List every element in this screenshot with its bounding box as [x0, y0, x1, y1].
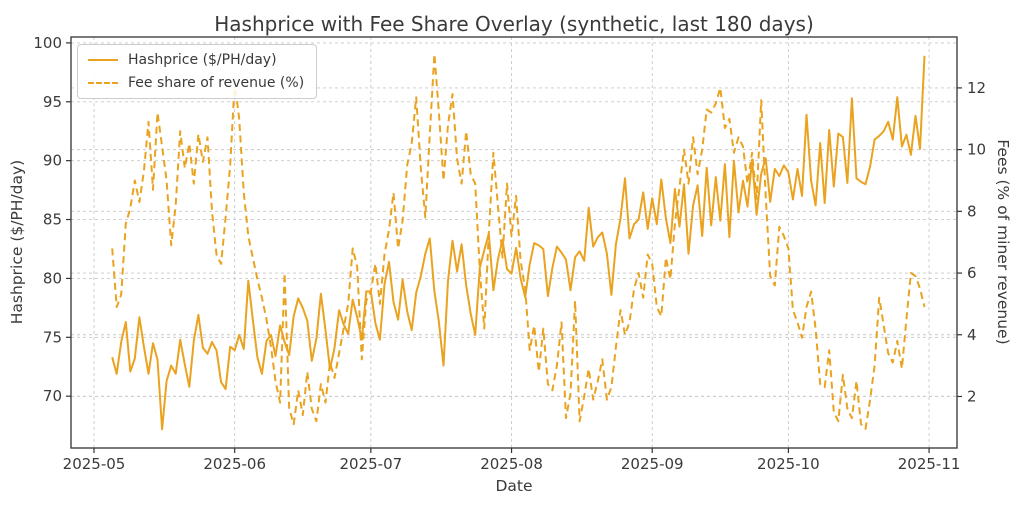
tick-label: 8: [967, 202, 977, 220]
y-axis-label-left: Hashprice ($/PH/day): [8, 159, 26, 325]
legend: Hashprice ($/PH/day) Fee share of revenu…: [77, 44, 318, 99]
tick-label: 2025-11: [898, 455, 961, 473]
tick-label: 12: [967, 79, 986, 97]
x-axis-label: Date: [495, 477, 533, 495]
x-axis: 2025-05 2025-06 2025-07 2025-08 2025-09 2025-…: [63, 448, 961, 473]
y-axis-right: 2 4 6 8 10 12: [957, 79, 986, 405]
legend-item-fee-share: Fee share of revenue (%): [88, 75, 304, 91]
tick-label: 90: [43, 152, 62, 170]
hashprice-line-sample: [88, 59, 118, 61]
hashprice-line: [111, 55, 926, 431]
tick-label: 70: [43, 387, 62, 405]
tick-label: 10: [967, 141, 986, 159]
chart-title: Hashprice with Fee Share Overlay (synthe…: [214, 12, 814, 36]
tick-label: 95: [43, 93, 62, 111]
fee-share-line: [111, 53, 926, 430]
tick-label: 100: [33, 34, 62, 52]
tick-label: 2025-07: [340, 455, 403, 473]
plot-border: [70, 36, 958, 449]
tick-label: 75: [43, 328, 62, 346]
tick-label: 2025-08: [480, 455, 543, 473]
tick-label: 2025-09: [621, 455, 684, 473]
tick-label: 4: [967, 326, 977, 344]
tick-label: 2025-10: [757, 455, 820, 473]
legend-item-hashprice: Hashprice ($/PH/day): [88, 52, 304, 68]
y-axis-left: 70 75 80 85 90 95 100: [33, 34, 71, 405]
tick-label: 6: [967, 264, 977, 282]
fee-share-line-sample: [88, 82, 118, 84]
legend-label-fee-share: Fee share of revenue (%): [128, 75, 305, 91]
tick-label: 2025-06: [203, 455, 266, 473]
y-axis-label-right: Fees (% of miner revenue): [994, 139, 1012, 345]
tick-label: 85: [43, 211, 62, 229]
tick-label: 2: [967, 387, 977, 405]
tick-label: 80: [43, 269, 62, 287]
tick-label: 2025-05: [63, 455, 126, 473]
legend-label-hashprice: Hashprice ($/PH/day): [128, 52, 277, 68]
